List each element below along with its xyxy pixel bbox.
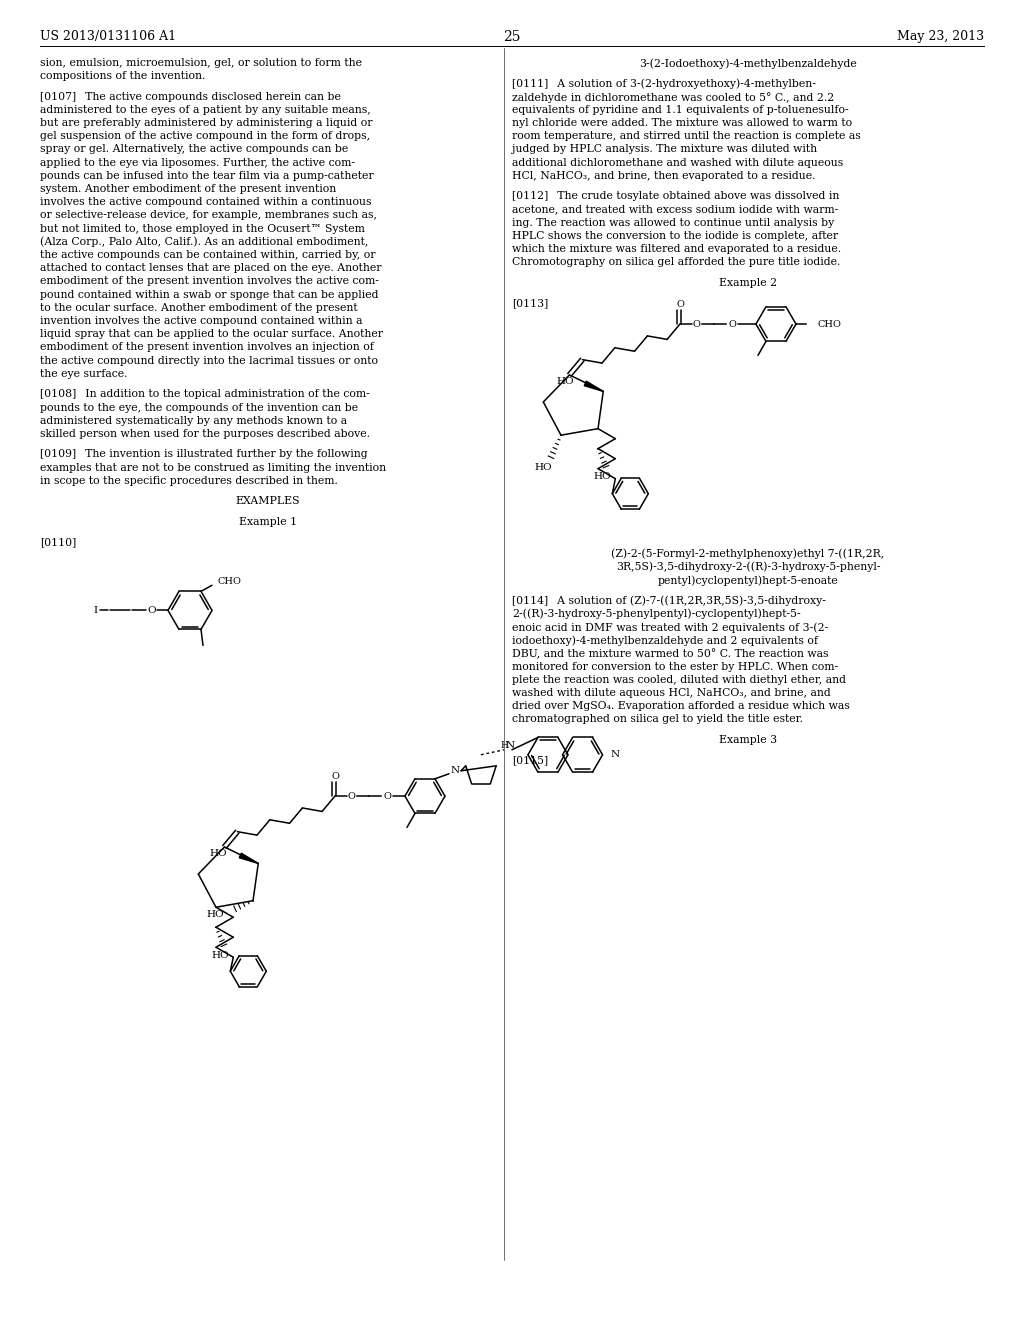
Text: O: O xyxy=(347,792,355,801)
Text: administered systematically by any methods known to a: administered systematically by any metho… xyxy=(40,416,347,426)
Text: O: O xyxy=(147,606,157,615)
Text: system. Another embodiment of the present invention: system. Another embodiment of the presen… xyxy=(40,183,336,194)
Text: O: O xyxy=(692,319,699,329)
Text: monitored for conversion to the ester by HPLC. When com-: monitored for conversion to the ester by… xyxy=(512,661,838,672)
Text: CHO: CHO xyxy=(217,577,241,586)
Text: sion, emulsion, microemulsion, gel, or solution to form the: sion, emulsion, microemulsion, gel, or s… xyxy=(40,58,362,69)
Text: pound contained within a swab or sponge that can be applied: pound contained within a swab or sponge … xyxy=(40,289,379,300)
Text: administered to the eyes of a patient by any suitable means,: administered to the eyes of a patient by… xyxy=(40,104,371,115)
Text: iodoethoxy)-4-methylbenzaldehyde and 2 equivalents of: iodoethoxy)-4-methylbenzaldehyde and 2 e… xyxy=(512,635,818,645)
Text: the eye surface.: the eye surface. xyxy=(40,368,128,379)
Text: 25: 25 xyxy=(503,30,521,44)
Text: H: H xyxy=(500,742,508,750)
Text: spray or gel. Alternatively, the active compounds can be: spray or gel. Alternatively, the active … xyxy=(40,144,348,154)
Text: embodiment of the present invention involves the active com-: embodiment of the present invention invo… xyxy=(40,276,379,286)
Text: but not limited to, those employed in the Ocusert™ System: but not limited to, those employed in th… xyxy=(40,223,365,234)
Text: N: N xyxy=(610,750,620,759)
Text: N: N xyxy=(451,767,460,775)
Text: Example 1: Example 1 xyxy=(239,516,297,527)
Text: the active compound directly into the lacrimal tissues or onto: the active compound directly into the la… xyxy=(40,355,378,366)
Text: CHO: CHO xyxy=(818,319,842,329)
Text: equivalents of pyridine and 1.1 equivalents of p-toluenesulfo-: equivalents of pyridine and 1.1 equivale… xyxy=(512,104,849,115)
Text: US 2013/0131106 A1: US 2013/0131106 A1 xyxy=(40,30,176,44)
Text: HO: HO xyxy=(206,911,224,919)
Text: O: O xyxy=(676,300,684,309)
Text: additional dichloromethane and washed with dilute aqueous: additional dichloromethane and washed wi… xyxy=(512,157,843,168)
Text: O: O xyxy=(383,792,391,801)
Text: compositions of the invention.: compositions of the invention. xyxy=(40,71,206,82)
Text: [0112]  The crude tosylate obtained above was dissolved in: [0112] The crude tosylate obtained above… xyxy=(512,191,840,202)
Text: examples that are not to be construed as limiting the invention: examples that are not to be construed as… xyxy=(40,462,386,473)
Text: chromatographed on silica gel to yield the title ester.: chromatographed on silica gel to yield t… xyxy=(512,714,803,725)
Text: [0113]: [0113] xyxy=(512,298,548,309)
Text: HO: HO xyxy=(556,378,574,385)
Text: acetone, and treated with excess sodium iodide with warm-: acetone, and treated with excess sodium … xyxy=(512,205,839,215)
Text: O: O xyxy=(728,319,736,329)
Text: EXAMPLES: EXAMPLES xyxy=(236,496,300,507)
Text: [0107]  The active compounds disclosed herein can be: [0107] The active compounds disclosed he… xyxy=(40,91,341,102)
Text: gel suspension of the active compound in the form of drops,: gel suspension of the active compound in… xyxy=(40,131,370,141)
Text: (Alza Corp., Palo Alto, Calif.). As an additional embodiment,: (Alza Corp., Palo Alto, Calif.). As an a… xyxy=(40,236,369,247)
Text: judged by HPLC analysis. The mixture was diluted with: judged by HPLC analysis. The mixture was… xyxy=(512,144,817,154)
Text: HO: HO xyxy=(593,473,611,482)
Text: O: O xyxy=(331,772,339,780)
Text: enoic acid in DMF was treated with 2 equivalents of 3-(2-: enoic acid in DMF was treated with 2 equ… xyxy=(512,622,828,632)
Text: to the ocular surface. Another embodiment of the present: to the ocular surface. Another embodimen… xyxy=(40,302,357,313)
Text: or selective-release device, for example, membranes such as,: or selective-release device, for example… xyxy=(40,210,377,220)
Text: dried over MgSO₄. Evaporation afforded a residue which was: dried over MgSO₄. Evaporation afforded a… xyxy=(512,701,850,711)
Text: washed with dilute aqueous HCl, NaHCO₃, and brine, and: washed with dilute aqueous HCl, NaHCO₃, … xyxy=(512,688,830,698)
Text: skilled person when used for the purposes described above.: skilled person when used for the purpose… xyxy=(40,429,370,440)
Text: plete the reaction was cooled, diluted with diethyl ether, and: plete the reaction was cooled, diluted w… xyxy=(512,675,846,685)
Text: DBU, and the mixture warmed to 50° C. The reaction was: DBU, and the mixture warmed to 50° C. Th… xyxy=(512,648,828,659)
Text: pounds to the eye, the compounds of the invention can be: pounds to the eye, the compounds of the … xyxy=(40,403,358,413)
Text: ing. The reaction was allowed to continue until analysis by: ing. The reaction was allowed to continu… xyxy=(512,218,835,228)
Text: embodiment of the present invention involves an injection of: embodiment of the present invention invo… xyxy=(40,342,374,352)
Text: Example 2: Example 2 xyxy=(719,277,777,288)
Text: zaldehyde in dichloromethane was cooled to 5° C., and 2.2: zaldehyde in dichloromethane was cooled … xyxy=(512,91,835,103)
Text: HPLC shows the conversion to the iodide is complete, after: HPLC shows the conversion to the iodide … xyxy=(512,231,838,242)
Text: which the mixture was filtered and evaporated to a residue.: which the mixture was filtered and evapo… xyxy=(512,244,841,255)
Text: Chromotography on silica gel afforded the pure title iodide.: Chromotography on silica gel afforded th… xyxy=(512,257,841,268)
Text: pentyl)cyclopentyl)hept-5-enoate: pentyl)cyclopentyl)hept-5-enoate xyxy=(657,576,839,586)
Text: pounds can be infused into the tear film via a pump-catheter: pounds can be infused into the tear film… xyxy=(40,170,374,181)
Text: [0111]  A solution of 3-(2-hydroxyethoxy)-4-methylben-: [0111] A solution of 3-(2-hydroxyethoxy)… xyxy=(512,78,816,88)
Text: HO: HO xyxy=(210,849,227,858)
Text: 3-(2-Iodoethoxy)-4-methylbenzaldehyde: 3-(2-Iodoethoxy)-4-methylbenzaldehyde xyxy=(639,58,857,69)
Text: room temperature, and stirred until the reaction is complete as: room temperature, and stirred until the … xyxy=(512,131,861,141)
Text: [0108]  In addition to the topical administration of the com-: [0108] In addition to the topical admini… xyxy=(40,389,370,400)
Text: [0109]  The invention is illustrated further by the following: [0109] The invention is illustrated furt… xyxy=(40,449,368,459)
Text: the active compounds can be contained within, carried by, or: the active compounds can be contained wi… xyxy=(40,249,376,260)
Text: [0110]: [0110] xyxy=(40,537,76,548)
Text: in scope to the specific procedures described in them.: in scope to the specific procedures desc… xyxy=(40,475,338,486)
Text: HO: HO xyxy=(211,950,228,960)
Text: liquid spray that can be applied to the ocular surface. Another: liquid spray that can be applied to the … xyxy=(40,329,383,339)
Text: Example 3: Example 3 xyxy=(719,735,777,744)
Text: I: I xyxy=(94,606,98,615)
Text: but are preferably administered by administering a liquid or: but are preferably administered by admin… xyxy=(40,117,373,128)
Text: [0114]  A solution of (Z)-7-((1R,2R,3R,5S)-3,5-dihydroxy-: [0114] A solution of (Z)-7-((1R,2R,3R,5S… xyxy=(512,595,826,606)
Text: N: N xyxy=(506,742,515,750)
Text: applied to the eye via liposomes. Further, the active com-: applied to the eye via liposomes. Furthe… xyxy=(40,157,355,168)
Text: invention involves the active compound contained within a: invention involves the active compound c… xyxy=(40,315,362,326)
Text: HO: HO xyxy=(535,463,552,471)
Text: 2-((R)-3-hydroxy-5-phenylpentyl)-cyclopentyl)hept-5-: 2-((R)-3-hydroxy-5-phenylpentyl)-cyclope… xyxy=(512,609,801,619)
Text: attached to contact lenses that are placed on the eye. Another: attached to contact lenses that are plac… xyxy=(40,263,382,273)
Text: nyl chloride were added. The mixture was allowed to warm to: nyl chloride were added. The mixture was… xyxy=(512,117,852,128)
Polygon shape xyxy=(240,853,258,863)
Text: 3R,5S)-3,5-dihydroxy-2-((R)-3-hydroxy-5-phenyl-: 3R,5S)-3,5-dihydroxy-2-((R)-3-hydroxy-5-… xyxy=(615,562,881,573)
Text: May 23, 2013: May 23, 2013 xyxy=(897,30,984,44)
Text: [0115]: [0115] xyxy=(512,755,548,766)
Text: involves the active compound contained within a continuous: involves the active compound contained w… xyxy=(40,197,372,207)
Polygon shape xyxy=(585,381,603,392)
Text: HCl, NaHCO₃, and brine, then evaporated to a residue.: HCl, NaHCO₃, and brine, then evaporated … xyxy=(512,170,815,181)
Text: (Z)-2-(5-Formyl-2-methylphenoxy)ethyl 7-((1R,2R,: (Z)-2-(5-Formyl-2-methylphenoxy)ethyl 7-… xyxy=(611,549,885,560)
